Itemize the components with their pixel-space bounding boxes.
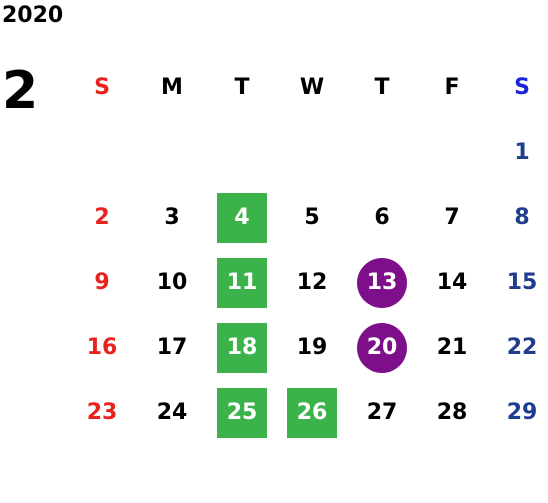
empty-cell: [207, 120, 277, 185]
weekday-header-tue: T: [234, 75, 250, 100]
day-number: 7: [444, 205, 460, 230]
day-number: 16: [86, 335, 118, 360]
day-number-square-marked: 11: [217, 257, 267, 308]
day-number: 10: [156, 270, 188, 295]
day-number: 17: [156, 335, 188, 360]
day-cell-15[interactable]: 15: [487, 250, 548, 315]
day-cell-25[interactable]: 25: [207, 380, 277, 445]
day-cell-11[interactable]: 11: [207, 250, 277, 315]
weekday-header-wed: W: [299, 75, 325, 100]
day-cell-19[interactable]: 19: [277, 315, 347, 380]
weekday-header-sun: S: [94, 75, 110, 100]
day-number: 22: [506, 335, 538, 360]
weekday-header-thu: T: [374, 75, 390, 100]
day-cell-5[interactable]: 5: [277, 185, 347, 250]
day-number-square-marked: 25: [217, 387, 267, 438]
day-number: 1: [514, 140, 530, 165]
empty-cell: [137, 120, 207, 185]
empty-cell: [67, 120, 137, 185]
day-cell-4[interactable]: 4: [207, 185, 277, 250]
day-cell-12[interactable]: 12: [277, 250, 347, 315]
empty-cell: [347, 120, 417, 185]
day-number: 28: [436, 400, 468, 425]
day-cell-6[interactable]: 6: [347, 185, 417, 250]
day-number: 3: [164, 205, 180, 230]
day-number: 29: [506, 400, 538, 425]
day-cell-26[interactable]: 26: [277, 380, 347, 445]
calendar-grid: S M T W T F S 1 2 3 4 5 6 7 8 9 10 11 12 13 14 15 16 17 18 19 20 21…: [67, 55, 548, 445]
day-cell-27[interactable]: 27: [347, 380, 417, 445]
day-cell-16[interactable]: 16: [67, 315, 137, 380]
day-cell-21[interactable]: 21: [417, 315, 487, 380]
day-number-square-marked: 26: [287, 387, 337, 438]
day-cell-2[interactable]: 2: [67, 185, 137, 250]
day-cell-14[interactable]: 14: [417, 250, 487, 315]
day-number: 8: [514, 205, 530, 230]
day-cell-1[interactable]: 1: [487, 120, 548, 185]
day-number: 19: [296, 335, 328, 360]
day-number: 9: [94, 270, 110, 295]
day-number: 21: [436, 335, 468, 360]
year-label: 2020: [2, 3, 64, 28]
day-cell-23[interactable]: 23: [67, 380, 137, 445]
day-cell-13[interactable]: 13: [347, 250, 417, 315]
day-number: 14: [436, 270, 468, 295]
day-cell-7[interactable]: 7: [417, 185, 487, 250]
day-number-circle-marked: 20: [357, 322, 407, 373]
day-number: 5: [304, 205, 320, 230]
day-cell-8[interactable]: 8: [487, 185, 548, 250]
day-cell-17[interactable]: 17: [137, 315, 207, 380]
day-number: 15: [506, 270, 538, 295]
day-cell-3[interactable]: 3: [137, 185, 207, 250]
day-number: 2: [94, 205, 110, 230]
day-cell-18[interactable]: 18: [207, 315, 277, 380]
day-number-square-marked: 18: [217, 322, 267, 373]
day-cell-10[interactable]: 10: [137, 250, 207, 315]
day-number: 24: [156, 400, 188, 425]
empty-cell: [277, 120, 347, 185]
day-cell-9[interactable]: 9: [67, 250, 137, 315]
day-cell-28[interactable]: 28: [417, 380, 487, 445]
day-number: 23: [86, 400, 118, 425]
day-number-circle-marked: 13: [357, 257, 407, 308]
day-number: 6: [374, 205, 390, 230]
month-label: 2: [2, 61, 39, 121]
day-cell-22[interactable]: 22: [487, 315, 548, 380]
day-cell-24[interactable]: 24: [137, 380, 207, 445]
day-number: 12: [296, 270, 328, 295]
empty-cell: [417, 120, 487, 185]
day-cell-29[interactable]: 29: [487, 380, 548, 445]
day-number-square-marked: 4: [217, 192, 267, 243]
day-number: 27: [366, 400, 398, 425]
weekday-header-sat: S: [514, 75, 530, 100]
weekday-header-mon: M: [161, 75, 183, 100]
weekday-header-fri: F: [444, 75, 460, 100]
day-cell-20[interactable]: 20: [347, 315, 417, 380]
